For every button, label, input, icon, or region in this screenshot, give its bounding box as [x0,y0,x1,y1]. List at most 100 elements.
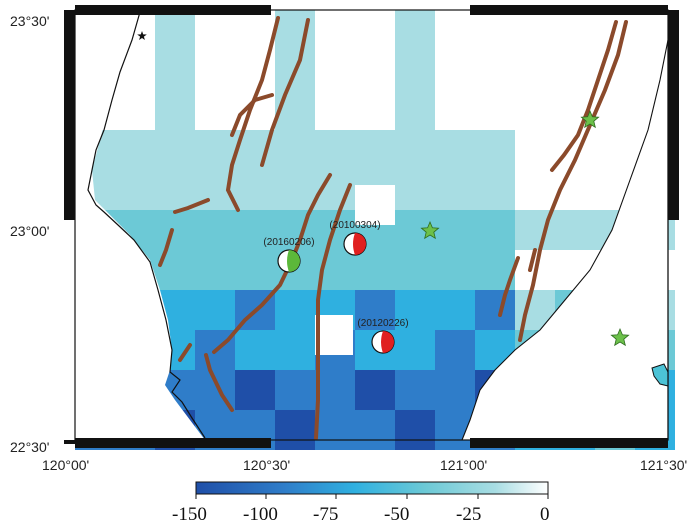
colorbar-label-4: -25 [456,504,481,525]
raster-cell [275,170,315,210]
raster-cell [435,250,475,290]
fault-line [260,18,310,167]
raster-cell [155,90,195,130]
fault-line [518,20,628,342]
raster-cell [555,210,595,250]
raster-cell-empty [355,185,395,225]
lon-label-1: 120°30' [243,457,290,473]
raster-cell [315,410,355,450]
raster-cell [475,130,515,170]
earthquake-date-label: (20100304) [329,220,380,231]
raster-cell [155,10,195,50]
colorbar-label-2: -75 [313,504,338,525]
raster-cell [195,50,235,90]
raster-cell [355,50,395,90]
raster-cell [515,130,555,170]
raster-cell [475,50,515,90]
raster-cell [475,170,515,210]
fault-line [314,183,352,440]
raster-cell [275,10,315,50]
fault-line [204,353,234,412]
fault-line [212,173,332,354]
small-star-icon [137,31,147,40]
fault-line [528,248,537,272]
lat-label-south: 22°30' [10,439,49,455]
focal-mechanism: (20160206) [263,237,315,273]
raster-cell [395,370,435,410]
coastline-west-land [75,10,205,440]
raster-cell [315,90,355,130]
raster-cell [515,170,555,210]
fault-line [158,228,174,267]
raster-cell [235,210,275,250]
lon-label-3: 121°30' [640,457,687,473]
raster-cell [435,130,475,170]
raster-cell [315,370,355,410]
colorbar-ticks [195,494,549,499]
raster-cell [555,50,595,90]
raster-cell [555,10,595,50]
focal-mechanism: (20100304) [329,220,381,256]
raster-cell [155,170,195,210]
raster-cell [355,130,395,170]
beachball-fill [381,331,394,353]
raster-cell [515,10,555,50]
frame-bars [64,5,679,448]
fault-line [173,198,210,214]
map-frame [74,9,669,441]
raster-cell [395,170,435,210]
fault-line [225,16,280,212]
raster-cell [235,330,275,370]
raster-cell [315,10,355,50]
raster-cell [195,250,235,290]
fault-lines [158,16,628,440]
earthquake-date-label: (20120226) [357,318,408,329]
raster-cell [355,250,395,290]
colorbar-label-3: -50 [384,504,409,525]
raster-cell [275,290,315,330]
raster-cell [115,170,155,210]
raster-cell [235,250,275,290]
raster-cell [475,90,515,130]
raster-cell [275,410,315,450]
raster-cell [355,410,395,450]
raster-cell [435,170,475,210]
raster-cell [315,50,355,90]
fault-line [550,20,618,172]
raster-cell [435,290,475,330]
raster-cell [195,130,235,170]
station-star [610,327,630,347]
raster-cell [435,210,475,250]
raster-cell [155,210,195,250]
raster-cell [155,50,195,90]
raster-cell [475,290,515,330]
lat-label-mid: 23°00' [10,223,49,239]
lon-label-0: 120°00' [42,457,89,473]
raster-cell [155,130,195,170]
raster-cell [395,130,435,170]
earthquake-date-label: (20160206) [263,237,314,248]
raster-cell [515,90,555,130]
raster-cell [435,90,475,130]
focal-mechanisms: (20100304) (20160206) (20120226) [263,220,409,354]
raster-cell [355,290,395,330]
lat-label-north: 23°30' [10,13,49,29]
focal-mechanism: (20120226) [357,318,409,354]
raster-cell [115,90,155,130]
raster-cell [435,10,475,50]
raster-cell [475,10,515,50]
raster-cell [275,330,315,370]
raster-cell [395,410,435,450]
raster-cell [595,130,635,170]
raster-cell [275,130,315,170]
raster-cell [395,330,435,370]
colorbar-label-5: 0 [540,504,550,525]
raster-cell [235,10,275,50]
colorbar-label-0: -150 [172,504,207,525]
raster-cell [395,290,435,330]
raster-cell [435,50,475,90]
raster-cell [195,90,235,130]
raster-cell [395,50,435,90]
raster-cell [195,290,235,330]
